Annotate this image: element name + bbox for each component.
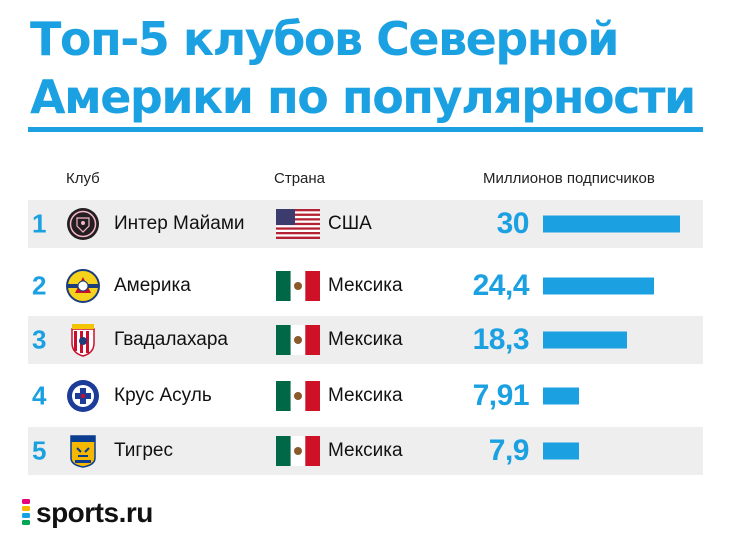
table-row: 5 Тигрес Мексика 7,9: [28, 427, 703, 475]
mexico-flag-icon: [276, 436, 320, 466]
table-row: 3 Гвадалахара Мексика 18,3: [28, 316, 703, 364]
country-name: Мексика: [328, 440, 403, 461]
title-line-2: Америки по популярности: [30, 70, 696, 124]
club-name: Интер Майами: [114, 213, 245, 234]
rank-label: 3: [32, 324, 47, 355]
bar-america: [543, 277, 655, 295]
mexico-flag-icon: [276, 381, 320, 411]
club-america-crest-icon: [66, 269, 100, 303]
sports-ru-logo: sports.ru: [20, 497, 153, 529]
usa-flag-icon: [276, 209, 320, 239]
value-label: 30: [496, 207, 530, 240]
header-subscribers: Миллионов подписчиков: [483, 170, 655, 187]
bar-cruz-azul: [543, 387, 580, 405]
bar-inter-miami: [543, 215, 680, 233]
country-name: Мексика: [328, 329, 403, 350]
inter-miami-crest-icon: [67, 208, 99, 240]
country-name: Мексика: [328, 275, 403, 296]
tigres-crest-icon: [70, 435, 96, 468]
bar-guadalajara: [543, 331, 627, 349]
value-label: 7,91: [472, 379, 530, 412]
rank-label: 2: [32, 270, 47, 301]
cruz-azul-crest-icon: [67, 380, 99, 412]
club-name: Тигрес: [114, 440, 173, 461]
rank-label: 4: [32, 380, 47, 411]
bar-tigres: [543, 442, 580, 460]
header-country: Страна: [274, 170, 326, 187]
brand-dots-icon: [22, 499, 30, 525]
title-underline: [28, 127, 703, 132]
club-name: Америка: [114, 275, 191, 296]
table-row: 1 Интер Майами США 30: [28, 200, 703, 248]
mexico-flag-icon: [276, 325, 320, 355]
chart-title: Топ-5 клубов Северной Америки по популяр…: [30, 10, 696, 126]
club-name: Крус Асуль: [114, 385, 212, 406]
country-name: США: [328, 213, 372, 234]
header-club: Клуб: [66, 170, 100, 187]
value-label: 7,9: [488, 434, 530, 467]
value-label: 18,3: [472, 323, 530, 356]
table-row: 4 Крус Асуль Мексика 7,91: [28, 372, 703, 420]
brand-name: sports.ru: [36, 497, 153, 528]
club-name: Гвадалахара: [114, 329, 228, 350]
value-label: 24,4: [472, 269, 530, 302]
country-name: Мексика: [328, 385, 403, 406]
chivas-crest-icon: [71, 324, 95, 357]
rank-label: 5: [32, 435, 47, 466]
title-line-1: Топ-5 клубов Северной: [30, 12, 619, 66]
rank-label: 1: [32, 208, 47, 239]
table-row: 2 Америка Мексика 24,4: [28, 262, 703, 310]
mexico-flag-icon: [276, 271, 320, 301]
